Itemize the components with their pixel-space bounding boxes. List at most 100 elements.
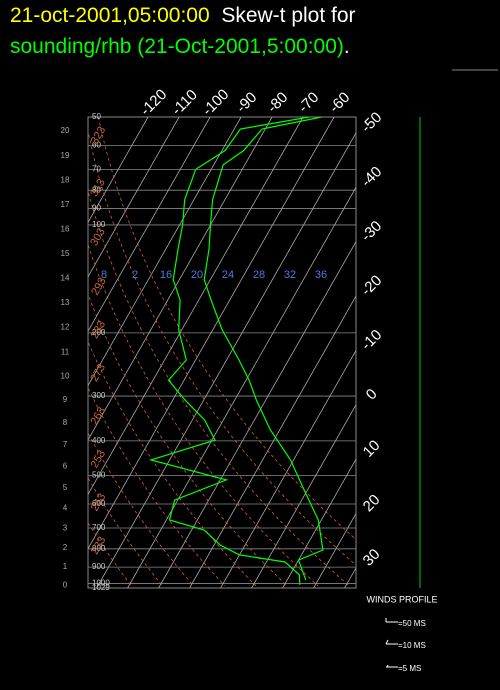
dry-adiabat: [88, 386, 225, 587]
height-label: 4: [63, 503, 68, 512]
height-label: 12: [61, 323, 70, 332]
subtitle-line: sounding/rhb (21-Oct-2001,5:00:00).: [10, 35, 350, 59]
dry-adiabat-label: 313: [88, 177, 108, 199]
height-label: 14: [61, 274, 70, 283]
dry-adiabat: [88, 189, 350, 587]
wind-legend-barb: [385, 639, 389, 645]
pressure-label: 800: [92, 544, 106, 553]
mixing-ratio-label: 36: [315, 269, 327, 281]
isotherm-label: -60: [326, 89, 353, 116]
isotherm: [88, 117, 149, 224]
plot-area: [88, 117, 356, 588]
title-text: Skew-t plot for: [221, 4, 356, 27]
height-label: 3: [63, 523, 68, 532]
dry-adiabat: [88, 340, 257, 587]
isotherm-label: -50: [358, 109, 385, 136]
profile-line: [203, 117, 324, 581]
pressure-label: 60: [92, 141, 101, 150]
wind-legend: =5 MS: [398, 664, 421, 673]
height-label: 1: [63, 562, 68, 571]
isotherm: [88, 117, 180, 278]
isotherm: [88, 117, 304, 496]
wind-title: WINDS PROFILE: [366, 594, 437, 604]
isotherm-label: -30: [358, 218, 385, 245]
isotherm: [313, 512, 356, 588]
mixing-ratio-label: 16: [160, 269, 172, 281]
dry-adiabat: [88, 129, 356, 566]
isotherm: [158, 240, 356, 588]
height-label: 13: [61, 298, 70, 307]
isotherm-label: -80: [264, 89, 291, 116]
height-label: 18: [61, 175, 70, 184]
wind-legend: =10 MS: [398, 641, 426, 650]
subtitle: sounding/rhb (21-Oct-2001,5:00:00): [10, 35, 344, 58]
isotherm-label: -110: [168, 86, 200, 118]
height-label: 10: [61, 371, 70, 380]
dry-adiabat-label: 233: [89, 535, 109, 557]
mixing-ratio-label: 24: [222, 269, 234, 281]
pressure-label: 90: [92, 204, 101, 213]
height-label: 7: [63, 440, 68, 449]
pressure-label: 700: [92, 523, 106, 532]
pressure-label: 900: [92, 562, 106, 571]
height-label: 16: [61, 224, 70, 233]
dry-adiabat-label: 283: [89, 319, 109, 341]
isotherm-label: 0: [363, 386, 381, 404]
pressure-label: 1029: [92, 583, 110, 592]
isotherm-label: -40: [358, 163, 385, 190]
isotherm-label: -20: [358, 272, 385, 299]
isotherm: [88, 117, 242, 387]
title-line: 21-oct-2001,05:00:00 Skew-t plot for: [10, 4, 356, 28]
height-label: 9: [63, 395, 68, 404]
pressure-label: 100: [92, 220, 106, 229]
isotherm-label: -70: [295, 89, 322, 116]
height-label: 0: [63, 581, 68, 590]
height-label: 8: [63, 418, 68, 427]
isotherm-label: -10: [358, 326, 385, 353]
isotherm-label: -100: [199, 86, 232, 119]
dry-adiabat-label: 253: [89, 448, 109, 470]
pressure-label: 80: [92, 185, 101, 194]
wind-legend-barb: [386, 664, 389, 668]
isotherm: [88, 117, 211, 332]
height-label: 6: [63, 462, 68, 471]
height-label: 2: [63, 543, 68, 552]
dry-adiabat: [88, 432, 194, 587]
profile-line: [148, 117, 310, 585]
mixing-ratio-label: 2: [132, 269, 138, 281]
dry-adiabat: [98, 117, 356, 541]
height-label: 11: [61, 347, 70, 356]
dry-adiabat-label: 323: [89, 125, 109, 147]
subtitle-end: .: [343, 35, 350, 58]
dry-adiabat: [88, 243, 319, 587]
isotherm: [189, 295, 356, 588]
isotherm: [282, 458, 356, 588]
isotherm-label: 10: [360, 437, 384, 461]
isotherm: [88, 117, 335, 550]
pressure-label: 200: [92, 328, 106, 337]
isotherm: [96, 132, 356, 588]
pressure-label: 500: [92, 471, 106, 480]
isotherm-label: 20: [360, 491, 384, 515]
wind-legend: =50 MS: [398, 619, 426, 628]
pressure-label: 300: [92, 391, 106, 400]
dry-adiabat-label: 243: [89, 492, 109, 514]
height-label: 19: [61, 151, 70, 160]
isotherm-label: -120: [137, 86, 170, 119]
pressure-label: 70: [92, 165, 101, 174]
dry-adiabat-label: 273: [88, 362, 108, 384]
dry-adiabat: [88, 293, 288, 587]
isotherm: [88, 117, 273, 441]
mixing-ratio-label: 28: [253, 269, 265, 281]
pressure-label: 400: [92, 436, 106, 445]
mixing-ratio-label: 8: [101, 269, 107, 281]
mixing-ratio-label: 20: [191, 269, 203, 281]
height-label: 17: [61, 200, 70, 209]
mixing-ratio-label: 32: [284, 269, 296, 281]
height-label: 15: [61, 249, 70, 258]
pressure-label: 50: [92, 112, 101, 121]
isotherm: [251, 404, 356, 588]
isotherm-label: -90: [233, 89, 260, 116]
